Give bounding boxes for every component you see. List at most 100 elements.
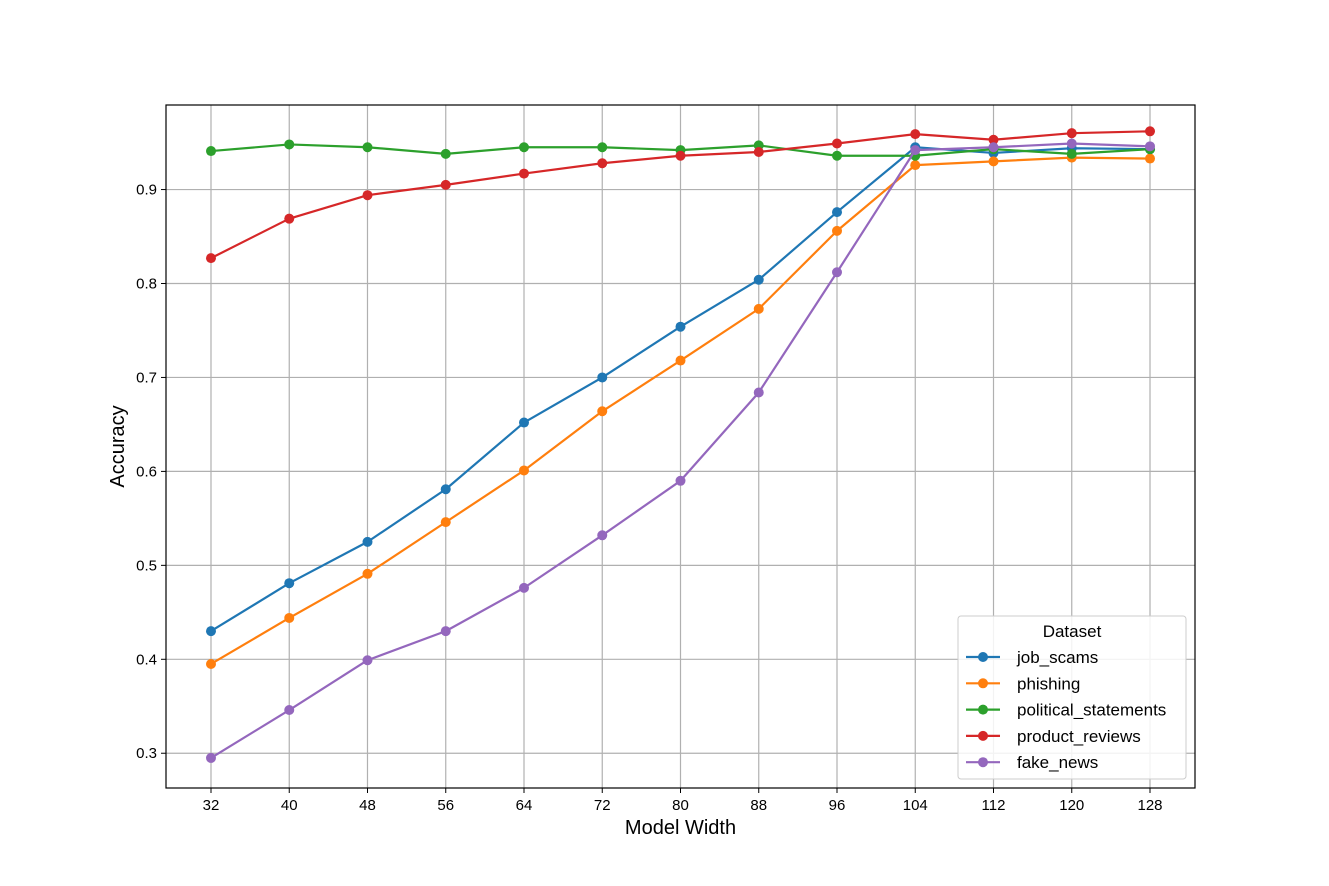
data-point xyxy=(597,406,608,417)
series-fake_news xyxy=(205,138,1156,763)
legend-swatch-marker xyxy=(978,678,988,689)
data-point xyxy=(1066,138,1077,149)
data-point xyxy=(205,253,216,264)
x-axis-label: Model Width xyxy=(625,817,736,839)
data-point xyxy=(675,475,686,486)
data-point xyxy=(910,129,921,140)
data-point xyxy=(988,134,999,145)
legend-swatch-marker xyxy=(978,757,988,768)
data-point xyxy=(597,142,608,153)
data-point xyxy=(753,146,764,157)
legend: Dataset job_scams phishing political_state… xyxy=(957,615,1187,780)
data-point xyxy=(362,568,373,579)
data-point xyxy=(910,160,921,171)
legend-item: fake_news xyxy=(966,753,1098,772)
x-tick-label: 120 xyxy=(1059,797,1084,814)
data-point xyxy=(753,274,764,285)
data-point xyxy=(675,321,686,332)
axis-ticks: 32 40 48 56 64 72 80 88 96 104 112 120 128 0.3 0.4 0.5 0… xyxy=(136,182,1162,814)
data-point xyxy=(362,142,373,153)
data-point xyxy=(832,225,843,236)
data-point xyxy=(675,355,686,366)
legend-swatch-marker xyxy=(978,704,988,715)
legend-item: job_scams xyxy=(966,648,1098,667)
x-tick-label: 80 xyxy=(672,797,689,814)
data-point xyxy=(284,139,295,150)
data-point xyxy=(205,146,216,157)
data-point xyxy=(362,190,373,201)
legend-items: job_scams phishing political_statementspro… xyxy=(966,648,1166,772)
y-tick-label: 0.5 xyxy=(136,557,157,574)
series-phishing xyxy=(205,152,1156,669)
data-point xyxy=(362,536,373,547)
x-tick-label: 48 xyxy=(359,797,376,814)
y-tick-label: 0.7 xyxy=(136,369,157,386)
data-point xyxy=(753,387,764,398)
data-point xyxy=(518,142,529,153)
data-point xyxy=(205,626,216,637)
x-tick-label: 32 xyxy=(203,797,220,814)
data-point xyxy=(597,530,608,541)
legend-label: fake_news xyxy=(1017,753,1098,772)
data-point xyxy=(284,612,295,623)
x-tick-label: 40 xyxy=(281,797,298,814)
x-tick-label: 128 xyxy=(1137,797,1162,814)
legend-item: political_statements xyxy=(966,701,1166,720)
data-point xyxy=(597,372,608,383)
data-point xyxy=(832,267,843,278)
data-point xyxy=(362,655,373,666)
data-point xyxy=(518,417,529,428)
data-point xyxy=(910,145,921,156)
data-point xyxy=(1145,153,1156,164)
y-tick-label: 0.3 xyxy=(136,745,157,762)
y-tick-label: 0.9 xyxy=(136,182,157,199)
legend-label: political_statements xyxy=(1017,701,1166,720)
data-point xyxy=(518,582,529,593)
x-tick-label: 112 xyxy=(982,797,1006,814)
y-axis-label: Accuracy xyxy=(107,405,129,487)
data-point xyxy=(1145,141,1156,152)
legend-label: product_reviews xyxy=(1017,727,1141,746)
data-point xyxy=(988,156,999,167)
legend-title: Dataset xyxy=(1043,622,1102,641)
data-point xyxy=(284,213,295,224)
x-tick-label: 64 xyxy=(516,797,533,814)
data-point xyxy=(988,142,999,153)
data-point xyxy=(440,148,451,159)
legend-swatch-marker xyxy=(978,730,988,741)
legend-label: job_scams xyxy=(1016,648,1098,667)
legend-item: phishing xyxy=(966,674,1080,693)
data-point xyxy=(832,138,843,149)
legend-swatch-marker xyxy=(978,652,988,662)
data-point xyxy=(675,150,686,161)
data-point xyxy=(1145,126,1156,137)
data-point xyxy=(284,705,295,716)
x-tick-label: 72 xyxy=(594,797,611,814)
data-point xyxy=(440,626,451,637)
data-point xyxy=(205,658,216,669)
data-point xyxy=(1066,128,1077,139)
y-tick-label: 0.4 xyxy=(136,651,157,668)
x-tick-label: 104 xyxy=(903,797,928,814)
legend-item: product_reviews xyxy=(966,727,1141,746)
data-point xyxy=(440,517,451,528)
data-point xyxy=(440,179,451,190)
data-point xyxy=(832,150,843,161)
data-point xyxy=(284,578,295,589)
data-point xyxy=(518,168,529,179)
data-point xyxy=(1066,148,1077,159)
data-point xyxy=(518,465,529,476)
y-tick-label: 0.8 xyxy=(136,276,157,293)
data-point xyxy=(205,752,216,763)
series-product_reviews xyxy=(205,126,1156,264)
data-point xyxy=(832,207,843,218)
data-point xyxy=(597,158,608,169)
x-tick-label: 56 xyxy=(437,797,454,814)
legend-label: phishing xyxy=(1017,674,1080,693)
series-lines xyxy=(205,126,1156,763)
data-point xyxy=(440,484,451,495)
legend-box xyxy=(957,615,1187,780)
y-tick-label: 0.6 xyxy=(136,463,157,480)
data-point xyxy=(753,303,764,314)
